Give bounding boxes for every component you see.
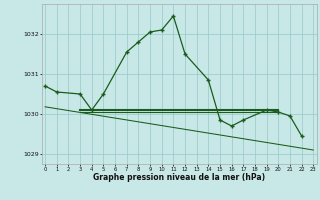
X-axis label: Graphe pression niveau de la mer (hPa): Graphe pression niveau de la mer (hPa) bbox=[93, 173, 265, 182]
